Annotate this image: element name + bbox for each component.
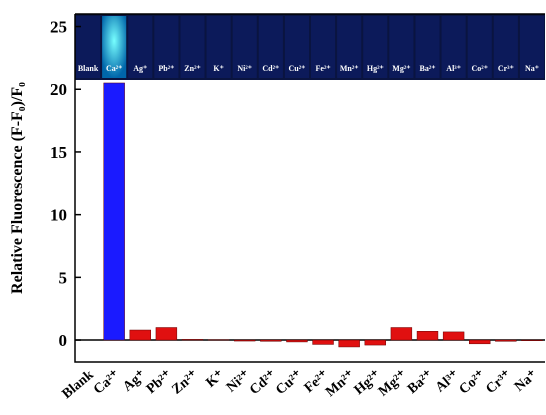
bar — [156, 328, 177, 341]
bar — [522, 340, 543, 341]
bar — [365, 340, 386, 345]
inset-label: Co²⁺ — [472, 64, 488, 73]
bar — [443, 332, 464, 340]
x-tick-label: Cr³⁺ — [483, 368, 514, 397]
x-tick-label: K⁺ — [204, 368, 228, 391]
inset-label: K⁺ — [213, 64, 223, 73]
x-tick-label: Ba²⁺ — [405, 368, 436, 397]
y-axis-label: Relative Fluorescence (F-F₀)/F₀ — [9, 82, 26, 294]
x-tick-label: Hg²⁺ — [352, 368, 384, 398]
bar — [417, 331, 438, 340]
inset-label: Ba²⁺ — [420, 64, 436, 73]
bar — [104, 83, 125, 340]
y-tick-label: 15 — [50, 143, 67, 162]
x-tick-label: Co²⁺ — [457, 368, 489, 398]
x-tick-label: Mn²⁺ — [323, 368, 358, 400]
bar — [182, 339, 203, 340]
x-tick-label: Zn²⁺ — [169, 368, 201, 398]
inset-label: Mn²⁺ — [340, 64, 359, 73]
inset-label: Zn²⁺ — [184, 64, 200, 73]
y-tick-label: 10 — [50, 206, 67, 225]
y-tick-label: 20 — [50, 80, 67, 99]
inset-label: Fe²⁺ — [316, 64, 331, 73]
bar — [260, 340, 281, 341]
bar — [339, 340, 360, 347]
bar — [391, 328, 412, 341]
x-tick-label: Ni²⁺ — [224, 368, 253, 396]
bar — [469, 340, 490, 344]
inset-label: Hg²⁺ — [367, 64, 384, 73]
inset-label: Na⁺ — [525, 64, 539, 73]
inset-label: Cu²⁺ — [289, 64, 306, 73]
y-tick-label: 5 — [59, 268, 68, 287]
bar — [234, 340, 255, 341]
x-tick-label: Mg²⁺ — [376, 368, 410, 400]
x-tick-label: Ca²⁺ — [91, 368, 123, 398]
bar — [313, 340, 334, 344]
x-tick-label: Al³⁺ — [433, 368, 462, 396]
inset-label: Cr³⁺ — [498, 64, 514, 73]
inset-label: Ca²⁺ — [106, 64, 122, 73]
inset-label: Blank — [78, 64, 99, 73]
inset-label: Pb²⁺ — [158, 64, 174, 73]
x-tick-label: Na⁺ — [512, 368, 540, 395]
bar — [287, 340, 308, 342]
y-tick-label: 0 — [59, 331, 68, 350]
chart: Relative Fluorescence (F-F₀)/F₀ Blank Ca²… — [0, 0, 546, 415]
x-tick-label: Ag⁺ — [120, 368, 148, 395]
inset-label: Mg²⁺ — [392, 64, 410, 73]
x-tick-label: Pb²⁺ — [144, 368, 175, 397]
x-tick-label: Cu²⁺ — [273, 368, 305, 398]
bar — [130, 330, 151, 340]
x-tick-label: Cd²⁺ — [247, 368, 279, 398]
bar — [495, 340, 516, 341]
inset-label: Cd²⁺ — [262, 64, 279, 73]
y-tick-label: 25 — [50, 18, 67, 37]
inset-label: Ag⁺ — [133, 64, 147, 73]
inset-label: Ni²⁺ — [237, 64, 252, 73]
inset-label: Al³⁺ — [446, 64, 461, 73]
